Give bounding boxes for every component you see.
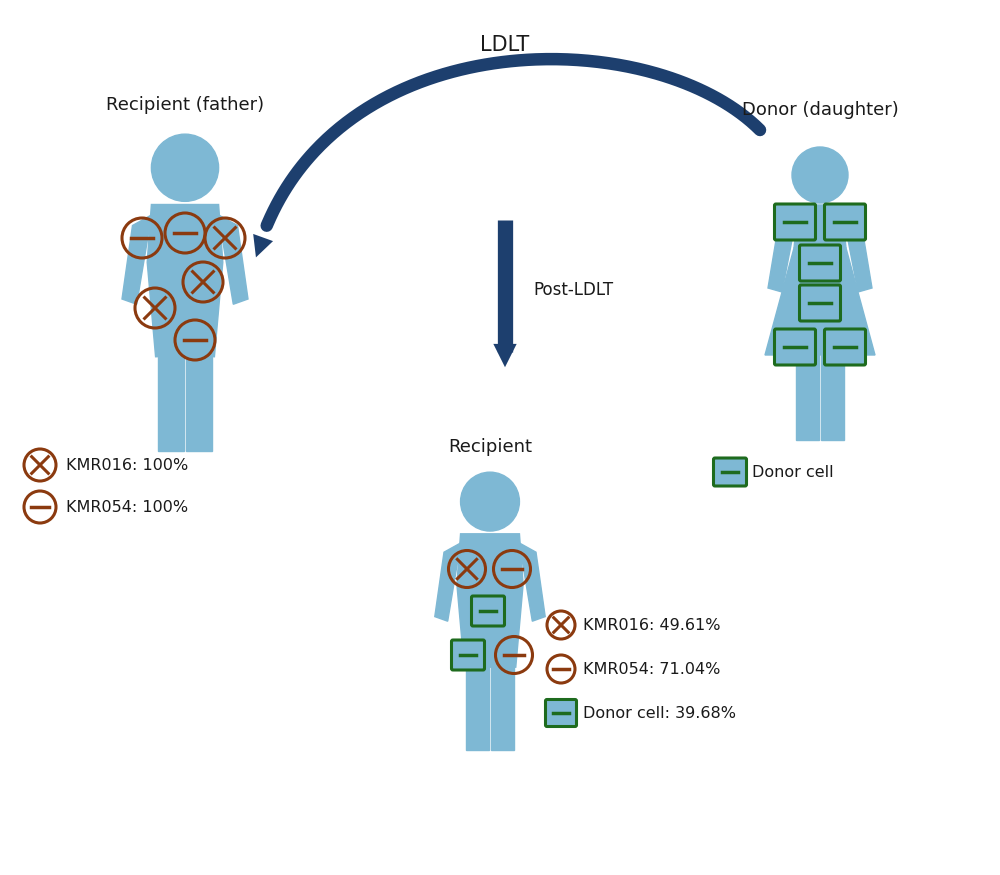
FancyBboxPatch shape	[774, 329, 815, 365]
Polygon shape	[186, 357, 212, 452]
Polygon shape	[147, 205, 223, 357]
Polygon shape	[219, 215, 248, 304]
Text: KMR054: 100%: KMR054: 100%	[66, 500, 188, 514]
FancyBboxPatch shape	[774, 204, 815, 240]
Polygon shape	[796, 355, 819, 440]
Polygon shape	[457, 534, 523, 668]
FancyBboxPatch shape	[452, 640, 485, 670]
Text: KMR054: 71.04%: KMR054: 71.04%	[583, 662, 720, 676]
FancyBboxPatch shape	[824, 329, 865, 365]
Circle shape	[792, 147, 848, 203]
Text: Post-LDLT: Post-LDLT	[533, 281, 613, 299]
Circle shape	[151, 134, 219, 201]
Polygon shape	[821, 355, 844, 440]
FancyBboxPatch shape	[800, 245, 840, 281]
Text: Donor (daughter): Donor (daughter)	[742, 101, 898, 119]
Polygon shape	[122, 215, 151, 304]
Polygon shape	[158, 357, 184, 452]
FancyBboxPatch shape	[800, 285, 840, 321]
Polygon shape	[435, 543, 461, 621]
Text: KMR016: 49.61%: KMR016: 49.61%	[583, 618, 720, 633]
FancyBboxPatch shape	[714, 458, 746, 486]
Text: KMR016: 100%: KMR016: 100%	[66, 458, 188, 472]
FancyBboxPatch shape	[546, 699, 576, 726]
FancyBboxPatch shape	[824, 204, 865, 240]
Text: Recipient: Recipient	[448, 438, 532, 456]
Polygon shape	[466, 668, 489, 750]
Polygon shape	[765, 248, 875, 355]
Polygon shape	[768, 215, 798, 292]
Text: Donor cell: 39.68%: Donor cell: 39.68%	[583, 705, 736, 720]
Polygon shape	[519, 543, 545, 621]
FancyBboxPatch shape	[472, 596, 505, 626]
Text: Donor cell: Donor cell	[752, 465, 834, 480]
Circle shape	[461, 473, 519, 531]
Polygon shape	[794, 205, 846, 248]
Polygon shape	[491, 668, 514, 750]
Polygon shape	[842, 215, 872, 292]
Text: LDLT: LDLT	[480, 35, 530, 55]
Text: Recipient (father): Recipient (father)	[106, 96, 264, 114]
